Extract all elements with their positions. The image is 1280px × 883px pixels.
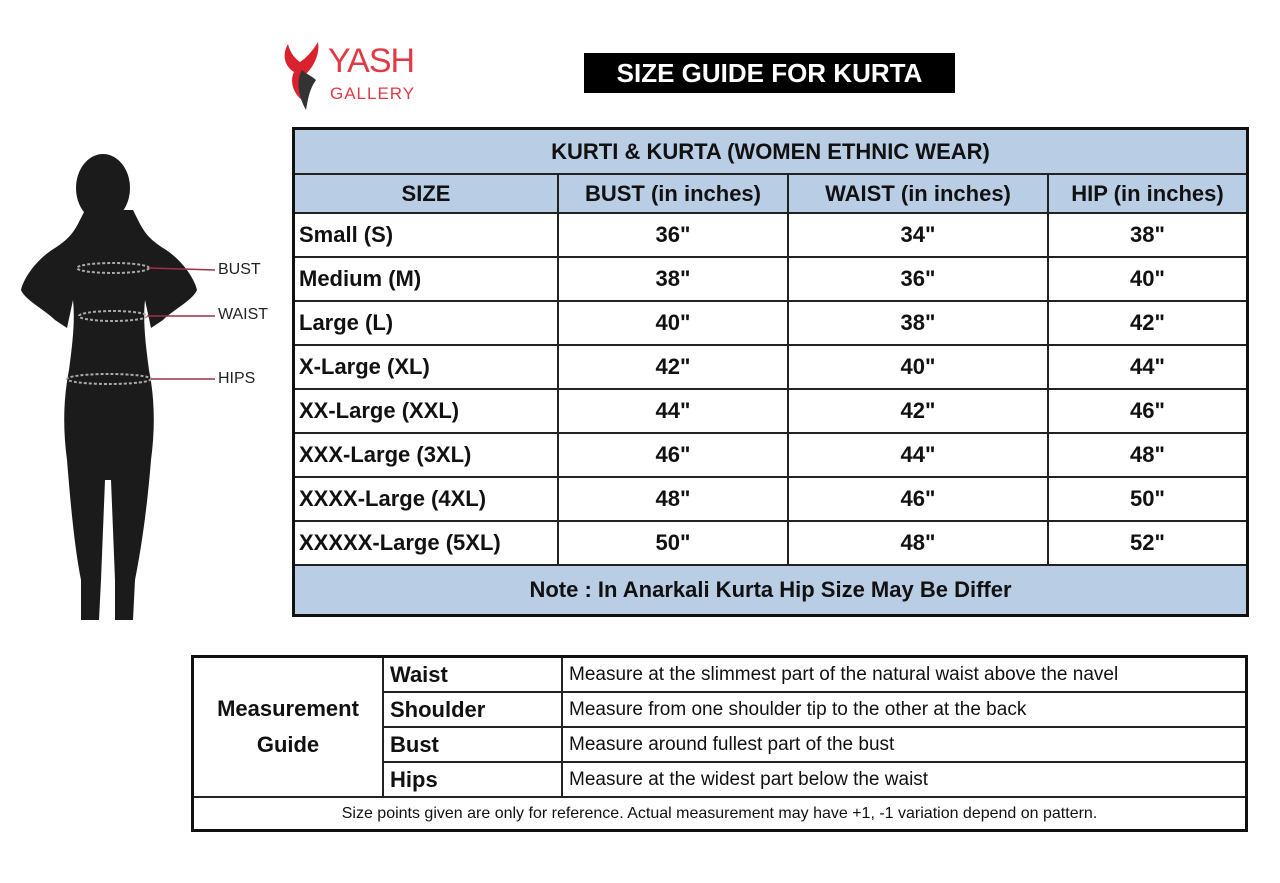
- guide-label: Hips: [382, 761, 563, 798]
- table-row: XXXX-Large (4XL) 48" 46" 50": [292, 476, 1249, 522]
- table-row: Small (S) 36" 34" 38": [292, 212, 1249, 258]
- bust-cell: 36": [557, 212, 789, 258]
- waist-cell: 38": [787, 300, 1049, 346]
- size-cell: XX-Large (XXL): [292, 388, 559, 434]
- hip-cell: 38": [1047, 212, 1249, 258]
- size-chart-table: KURTI & KURTA (WOMEN ETHNIC WEAR) SIZE B…: [292, 127, 1249, 617]
- bust-cell: 38": [557, 256, 789, 302]
- figure-label-waist: WAIST: [218, 306, 269, 323]
- guide-row: Bust Measure around fullest part of the b…: [193, 726, 1248, 763]
- waist-cell: 44": [787, 432, 1049, 478]
- waist-cell: 46": [787, 476, 1049, 522]
- guide-description: Measure at the slimmest part of the natu…: [561, 655, 1248, 693]
- table-row: X-Large (XL) 42" 40" 44": [292, 344, 1249, 390]
- logo-face-icon: [284, 42, 319, 110]
- waist-cell: 40": [787, 344, 1049, 390]
- measurement-guide-table: Measurement Guide Waist Measure at the slim…: [191, 655, 1248, 832]
- guide-row: Shoulder Measure from one shoulder tip to…: [193, 691, 1248, 728]
- hip-cell: 48": [1047, 432, 1249, 478]
- guide-row: Measurement Guide Waist Measure at the slim…: [191, 655, 1248, 798]
- silhouette-icon: [21, 154, 197, 620]
- bust-cell: 40": [557, 300, 789, 346]
- figure-label-hips: HIPS: [218, 370, 256, 387]
- column-header-hip: HIP (in inches): [1047, 173, 1249, 214]
- guide-caption: Measurement Guide: [191, 655, 384, 798]
- guide-caption-line1: Measurement: [217, 696, 359, 721]
- hip-cell: 52": [1047, 520, 1249, 566]
- table-row: Large (L) 40" 38" 42": [292, 300, 1249, 346]
- table-row: Medium (M) 38" 36" 40": [292, 256, 1249, 302]
- body-silhouette-figure: [21, 154, 216, 620]
- column-header-waist: WAIST (in inches): [787, 173, 1049, 214]
- size-cell: XXXX-Large (4XL): [292, 476, 559, 522]
- bust-cell: 48": [557, 476, 789, 522]
- size-cell: Medium (M): [292, 256, 559, 302]
- hip-cell: 44": [1047, 344, 1249, 390]
- size-cell: Small (S): [292, 212, 559, 258]
- hip-cell: 46": [1047, 388, 1249, 434]
- size-cell: XXXXX-Large (5XL): [292, 520, 559, 566]
- hip-cell: 50": [1047, 476, 1249, 522]
- waist-cell: 34": [787, 212, 1049, 258]
- guide-label: Bust: [382, 726, 563, 763]
- guide-label: Shoulder: [382, 691, 563, 728]
- guide-description: Measure at the widest part below the wai…: [561, 761, 1248, 798]
- figure-label-bust: BUST: [218, 261, 261, 278]
- size-cell: Large (L): [292, 300, 559, 346]
- logo-text-yash: YASH: [328, 42, 415, 80]
- page-title: SIZE GUIDE FOR KURTA: [584, 53, 955, 93]
- table-row: XXXXX-Large (5XL) 50" 48" 52": [292, 520, 1249, 566]
- table-row: XX-Large (XXL) 44" 42" 46": [292, 388, 1249, 434]
- guide-label: Waist: [382, 655, 563, 693]
- column-header-bust: BUST (in inches): [557, 173, 789, 214]
- column-header-size: SIZE: [292, 173, 559, 214]
- hip-cell: 42": [1047, 300, 1249, 346]
- guide-caption-line2: Guide: [256, 732, 320, 757]
- guide-footer-note: Size points given are only for reference…: [191, 796, 1248, 832]
- size-cell: X-Large (XL): [292, 344, 559, 390]
- table-row: XXX-Large (3XL) 46" 44" 48": [292, 432, 1249, 478]
- brand-logo: YASH GALLERY: [280, 40, 435, 112]
- size-cell: XXX-Large (3XL): [292, 432, 559, 478]
- bust-cell: 46": [557, 432, 789, 478]
- bust-cell: 42": [557, 344, 789, 390]
- guide-description: Measure around fullest part of the bust: [561, 726, 1248, 763]
- waist-cell: 48": [787, 520, 1049, 566]
- bust-cell: 50": [557, 520, 789, 566]
- bust-cell: 44": [557, 388, 789, 434]
- hip-cell: 40": [1047, 256, 1249, 302]
- waist-cell: 36": [787, 256, 1049, 302]
- size-table-note: Note : In Anarkali Kurta Hip Size May Be…: [292, 564, 1249, 617]
- logo-text-gallery: GALLERY: [330, 84, 416, 103]
- size-table-caption: KURTI & KURTA (WOMEN ETHNIC WEAR): [292, 127, 1249, 175]
- guide-description: Measure from one shoulder tip to the oth…: [561, 691, 1248, 728]
- waist-cell: 42": [787, 388, 1049, 434]
- guide-row: Hips Measure at the widest part below the…: [193, 761, 1248, 798]
